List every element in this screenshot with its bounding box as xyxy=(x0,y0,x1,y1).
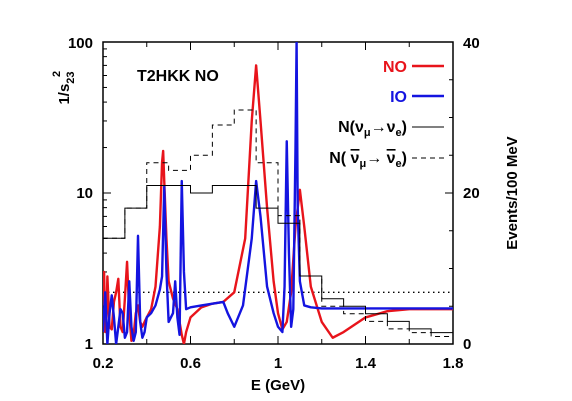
y-right-tick-label: 0 xyxy=(463,336,471,353)
legend-label-nu: N(νμ→νe) xyxy=(338,119,407,139)
y-left-tick-label: 100 xyxy=(68,35,93,52)
x-tick-label: 1.4 xyxy=(355,355,377,372)
x-axis-title: E (GeV) xyxy=(251,377,305,394)
y-left-tick-label: 1 xyxy=(85,336,93,353)
x-tick-label: 0.2 xyxy=(93,355,114,372)
x-tick-label: 1 xyxy=(274,355,282,372)
y-right-tick-label: 20 xyxy=(463,185,480,202)
y-left-axis-title: 1/s23 2 xyxy=(51,71,77,105)
y-left-title-sub: 23 xyxy=(65,71,77,83)
legend-label-antinu: N( νμ→ νe) xyxy=(329,150,407,170)
svg-text:1/s23: 1/s23 xyxy=(56,71,77,104)
plot-frame xyxy=(102,41,454,345)
y-right-tick-label: 40 xyxy=(463,35,480,52)
chart-title: T2HKK NO xyxy=(137,68,219,85)
legend: NO IO N(νμ→νe) N( νμ→ νe) xyxy=(329,59,444,170)
legend-label-no: NO xyxy=(383,59,407,76)
y-right-axis-title: Events/100 MeV xyxy=(504,136,521,249)
series-layer xyxy=(103,42,453,344)
y-left-title-sup: 2 xyxy=(51,71,63,77)
series-io-curve xyxy=(103,42,453,344)
y-left-title-main: 1/s xyxy=(56,84,73,105)
axis-ticks xyxy=(102,41,454,345)
series-antineutrino-events xyxy=(103,109,453,341)
x-tick-label: 1.8 xyxy=(443,355,464,372)
x-tick-label: 0.6 xyxy=(180,355,201,372)
legend-label-io: IO xyxy=(390,89,407,106)
y-left-tick-label: 10 xyxy=(76,185,93,202)
